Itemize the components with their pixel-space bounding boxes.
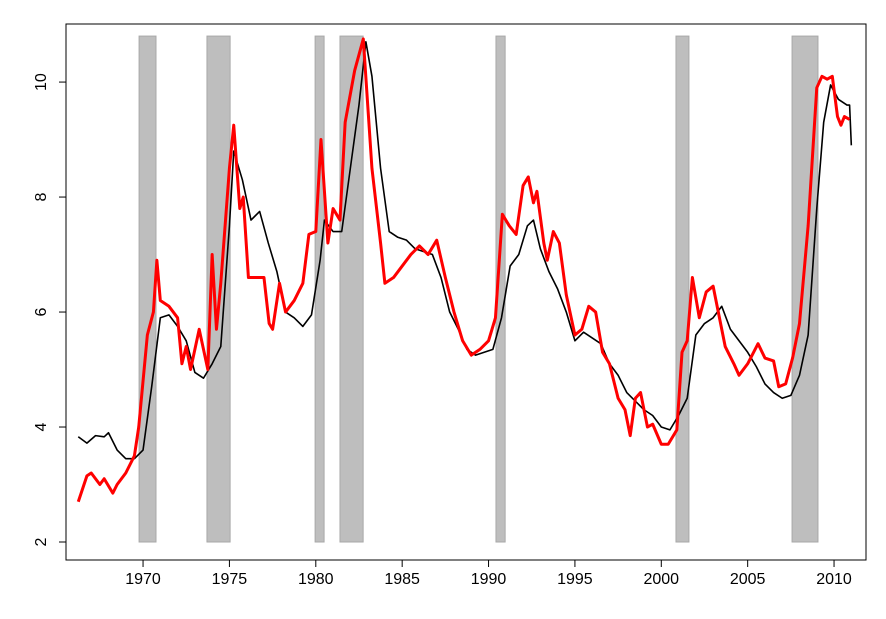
- x-tick-label: 2010: [816, 571, 852, 588]
- y-tick-label: 6: [33, 307, 50, 316]
- series-line: [77, 41, 853, 460]
- recession-band: [675, 35, 690, 543]
- x-tick-label: 2005: [730, 571, 766, 588]
- series-line: [76, 37, 851, 503]
- x-tick-label: 1975: [212, 571, 248, 588]
- y-tick-label: 4: [33, 422, 50, 431]
- y-tick-label: 8: [33, 193, 50, 202]
- recession-band: [314, 35, 325, 543]
- x-tick-label: 1980: [298, 571, 334, 588]
- recession-band: [206, 35, 231, 543]
- y-tick-label: 2: [33, 537, 50, 546]
- x-tick-label: 1995: [557, 571, 593, 588]
- x-tick-label: 1990: [471, 571, 507, 588]
- x-tick-label: 1985: [384, 571, 420, 588]
- y-tick-label: 10: [33, 73, 50, 91]
- plot-box: [65, 23, 867, 561]
- recession-band: [339, 35, 364, 543]
- x-tick-label: 1970: [125, 571, 161, 588]
- x-tick-label: 2000: [643, 571, 679, 588]
